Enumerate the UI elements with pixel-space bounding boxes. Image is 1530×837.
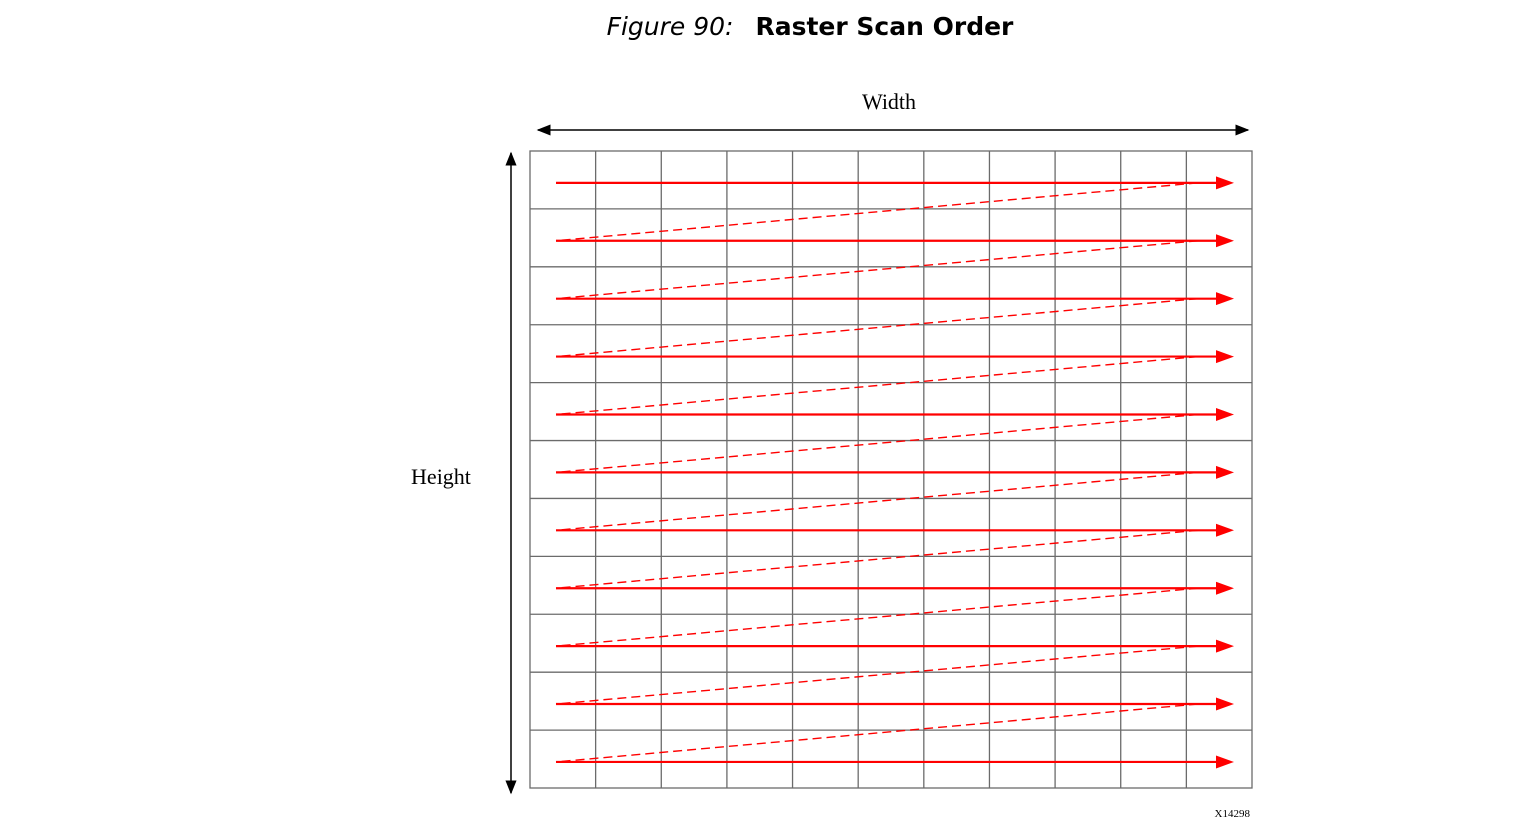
figure-number: Figure 90: [606, 12, 734, 41]
retrace-line [555, 703, 1199, 763]
pixel-grid [529, 150, 1253, 789]
scan-arrowhead [1216, 292, 1234, 306]
retrace-line [555, 297, 1199, 358]
scan-path [555, 176, 1234, 769]
scan-arrowhead [1216, 407, 1234, 421]
scan-arrowhead [1216, 639, 1234, 653]
figure-caption: Figure 90: Raster Scan Order [0, 12, 1530, 41]
scan-arrowhead [1216, 581, 1234, 595]
width-label: Width [862, 89, 916, 114]
scan-arrowhead [1216, 697, 1234, 711]
retrace-line [555, 240, 1199, 300]
scan-arrowhead [1216, 350, 1234, 364]
retrace-line [555, 355, 1199, 416]
figure-title: Raster Scan Order [755, 12, 1014, 41]
scan-arrowhead [1216, 755, 1234, 769]
grid-border [529, 150, 1253, 789]
height-label: Height [411, 464, 471, 489]
retrace-line [555, 413, 1199, 474]
figure-id: X14298 [1215, 808, 1251, 820]
retrace-line [555, 182, 1199, 242]
retrace-line [555, 529, 1199, 589]
retrace-line [555, 471, 1199, 532]
scan-arrowhead [1216, 523, 1234, 537]
scan-arrowhead [1216, 465, 1234, 479]
retrace-line [555, 645, 1199, 705]
scan-arrowhead [1216, 176, 1234, 190]
scan-arrowhead [1216, 234, 1234, 248]
retrace-line [555, 587, 1199, 647]
